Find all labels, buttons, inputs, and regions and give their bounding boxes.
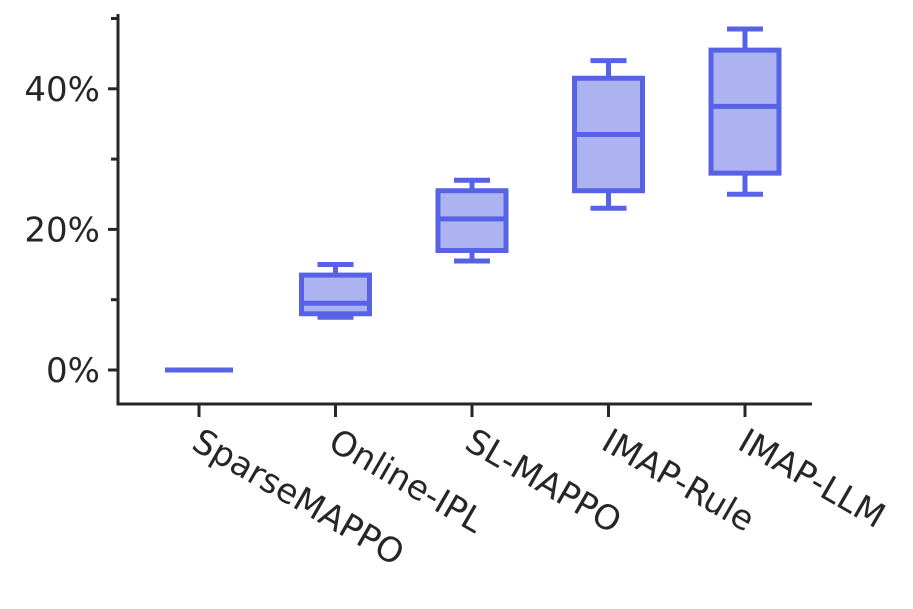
box-3 [435,177,509,264]
box-2 [299,262,372,320]
y-tick-label: 40% [24,70,100,110]
box-series [165,26,782,373]
x-tick-label: IMAP-Rule [595,421,761,540]
box-4 [572,58,645,211]
y-axis-ticks: 0% 20% 40% [24,17,118,391]
x-tick-label: SL-MAPPO [459,421,628,542]
y-tick-label: 20% [24,210,100,250]
y-tick-label: 0% [46,351,100,391]
box-5 [708,26,782,197]
iqr-box [299,272,372,317]
x-axis-ticks: SparseMAPPOOnline-IPLSL-MAPPOIMAP-RuleIM… [186,404,892,574]
iqr-box [708,47,782,176]
x-tick-label: IMAP-LLM [732,421,892,537]
